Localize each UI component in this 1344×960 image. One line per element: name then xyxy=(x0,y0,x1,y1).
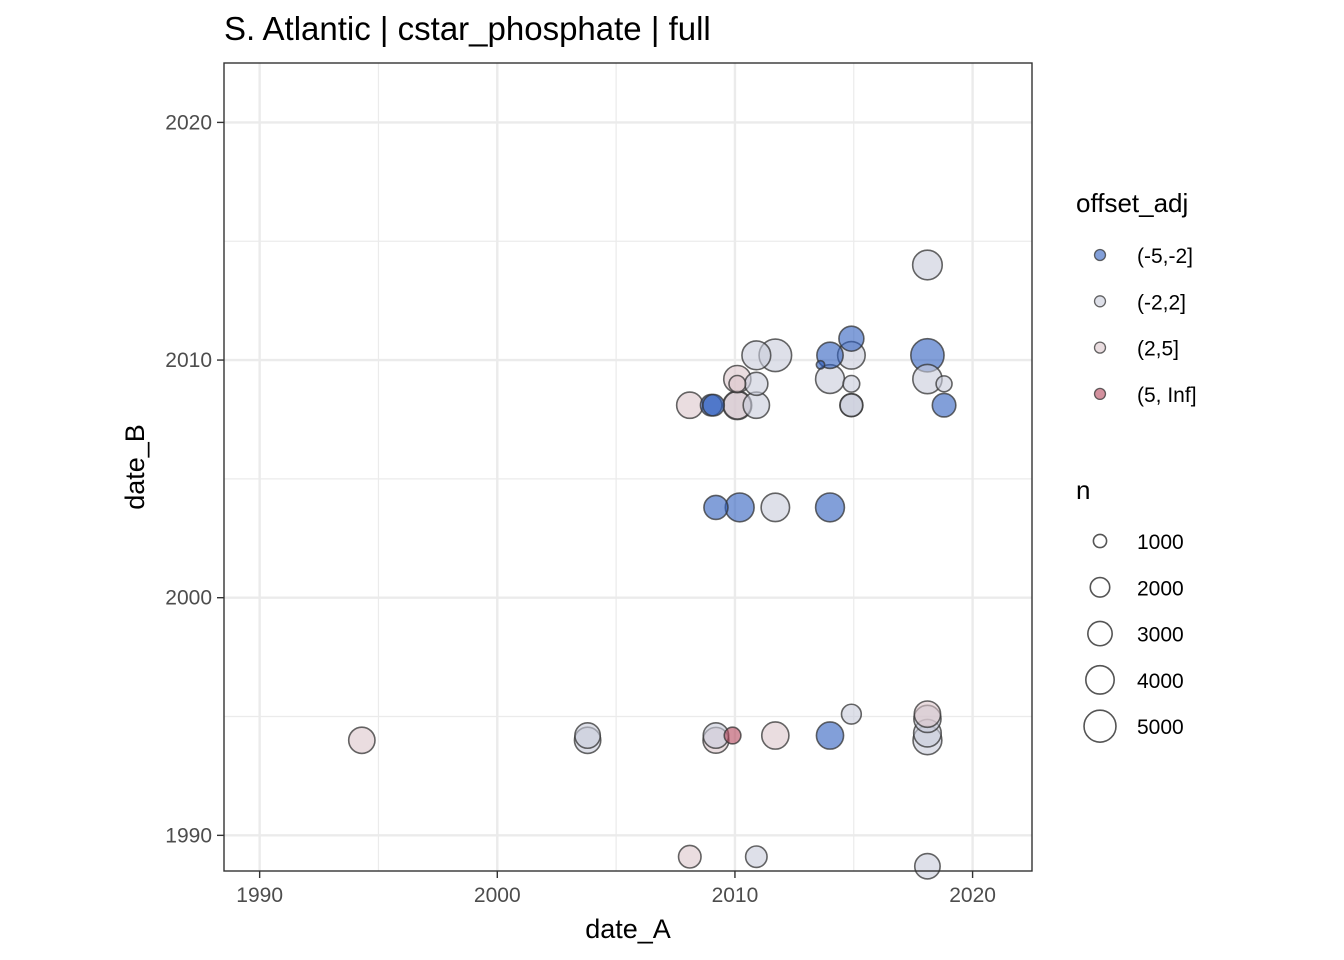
data-point xyxy=(744,371,769,397)
chart-title: S. Atlantic | cstar_phosphate | full xyxy=(224,10,711,47)
data-point xyxy=(677,844,702,869)
data-points xyxy=(347,249,957,880)
legend-size-label: 4000 xyxy=(1137,670,1184,693)
data-point xyxy=(741,340,772,371)
data-point xyxy=(935,375,953,393)
data-point xyxy=(723,726,742,745)
y-axis-title: date_B xyxy=(120,424,150,510)
data-point xyxy=(840,703,863,725)
data-point xyxy=(911,249,944,281)
data-point xyxy=(838,325,865,352)
legend-size-key xyxy=(1085,664,1115,695)
data-point xyxy=(744,845,768,869)
data-point xyxy=(814,492,846,523)
grid-minor xyxy=(224,63,1032,871)
data-point xyxy=(574,722,602,750)
legend-size-key xyxy=(1087,620,1113,647)
x-axis: 1990 2000 2010 2020 xyxy=(236,871,996,907)
x-tick-label: 1990 xyxy=(236,884,283,907)
data-point xyxy=(760,721,790,750)
data-point xyxy=(913,852,941,880)
legend-size-label: 2000 xyxy=(1137,577,1184,600)
legend-offset-adj: offset_adj (-5,-2] (-2,2] (2,5] (5, Inf] xyxy=(1076,188,1197,407)
data-point xyxy=(724,492,755,523)
data-point xyxy=(839,393,864,418)
legend-color-title: offset_adj xyxy=(1076,188,1188,218)
legend-size-title: n xyxy=(1076,475,1090,505)
legend-color-entries: (-5,-2] (-2,2] (2,5] (5, Inf] xyxy=(1093,245,1197,407)
y-tick-label: 2020 xyxy=(165,111,212,134)
legend-color-label: (-5,-2] xyxy=(1137,245,1193,268)
data-point xyxy=(842,374,861,393)
legend-size-label: 1000 xyxy=(1137,531,1184,554)
legend-size-key xyxy=(1083,709,1117,743)
x-tick-label: 2010 xyxy=(712,884,759,907)
y-tick-label: 1990 xyxy=(165,824,212,847)
x-axis-title: date_A xyxy=(585,914,671,944)
legend-size-entries: 1000 2000 3000 4000 5000 xyxy=(1083,531,1184,743)
plot-border xyxy=(223,62,1033,872)
data-point xyxy=(702,393,726,417)
data-point xyxy=(913,700,942,729)
y-axis: 1990 2000 2010 2020 xyxy=(165,111,224,847)
legend-size-key xyxy=(1092,533,1108,549)
y-tick-label: 2010 xyxy=(165,349,212,372)
data-point xyxy=(760,492,791,523)
legend-n: n 1000 2000 3000 4000 5000 xyxy=(1076,475,1184,743)
data-point xyxy=(815,721,845,750)
plot-panel xyxy=(224,63,1032,871)
legend-color-key xyxy=(1093,295,1107,308)
legend-size-label: 5000 xyxy=(1137,716,1184,739)
data-point xyxy=(931,392,957,418)
grid-major xyxy=(224,63,1032,871)
y-tick-label: 2000 xyxy=(165,587,212,610)
legend-color-key xyxy=(1093,248,1107,262)
data-point xyxy=(703,494,729,521)
data-point xyxy=(728,374,747,393)
legend-color-label: (2,5] xyxy=(1137,338,1179,361)
data-point xyxy=(815,359,826,370)
legend-size-key xyxy=(1089,576,1111,598)
data-point xyxy=(347,726,376,755)
legend-color-key xyxy=(1093,341,1107,354)
legend-color-label: (-2,2] xyxy=(1137,291,1186,314)
x-tick-label: 2000 xyxy=(474,884,521,907)
x-tick-label: 2020 xyxy=(949,884,996,907)
legend-size-label: 3000 xyxy=(1137,624,1184,647)
legend-color-key xyxy=(1093,387,1107,401)
legend-color-label: (5, Inf] xyxy=(1137,384,1197,407)
data-point xyxy=(675,391,704,420)
